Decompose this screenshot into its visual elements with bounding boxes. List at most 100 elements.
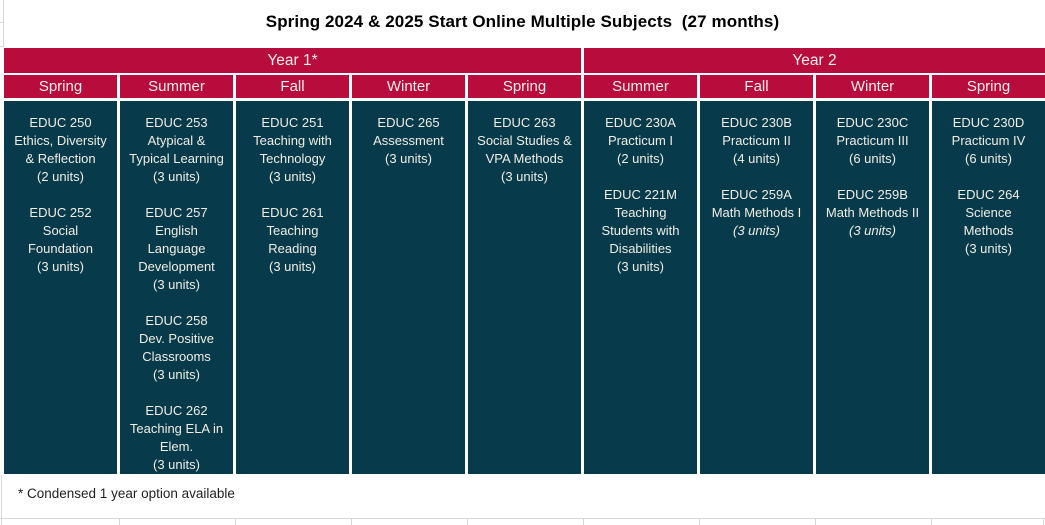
course-title: Social Foundation	[27, 223, 94, 256]
gridline-left-stub-2	[0, 46, 4, 47]
course-code: EDUC 221M	[604, 187, 677, 202]
course-units: (6 units)	[849, 151, 896, 166]
course-units: (3 units)	[965, 241, 1012, 256]
course-title: Dev. Positive Classrooms	[139, 331, 214, 364]
course-code: EDUC 251	[261, 115, 324, 130]
course-educ-259b: EDUC 259B Math Methods II (3 units)	[816, 186, 929, 240]
course-educ-230d: EDUC 230D Practicum IV (6 units)	[932, 114, 1045, 168]
course-code: EDUC 258	[145, 313, 208, 328]
course-title: Practicum I	[607, 133, 673, 148]
course-units: (3 units)	[153, 277, 200, 292]
schedule-table: Year 1* Year 2 Spring Summer Fall Winter Spr…	[4, 48, 1045, 474]
gridline-left-stub-1	[0, 22, 4, 23]
course-title: Assessment	[373, 133, 444, 148]
gridline-bottom-stub-4	[351, 518, 352, 525]
gridline-bottom-stub-6	[583, 518, 584, 525]
course-units: (6 units)	[965, 151, 1012, 166]
gridline-bottom-stub-7	[699, 518, 700, 525]
course-code: EDUC 252	[29, 205, 92, 220]
course-code: EDUC 263	[493, 115, 556, 130]
term-cell-8: EDUC 230C Practicum III (6 units) EDUC 259B…	[816, 101, 929, 474]
term-cell-4: EDUC 265 Assessment (3 units)	[352, 101, 465, 474]
course-title: Science Methods	[963, 205, 1014, 238]
course-title: Social Studies & VPA Methods	[477, 133, 572, 166]
course-units: (3 units)	[385, 151, 432, 166]
course-educ-259a: EDUC 259A Math Methods I (3 units)	[700, 186, 813, 240]
term-cell-6: EDUC 230A Practicum I (2 units) EDUC 221M Te…	[584, 101, 697, 474]
year-header-row: Year 1* Year 2	[4, 48, 1045, 73]
gridline-footnote-left	[1, 475, 2, 518]
season-header-winter-8: Winter	[816, 75, 929, 98]
season-header-summer-2: Summer	[120, 75, 233, 98]
course-educ-252: EDUC 252 Social Foundation (3 units)	[4, 204, 117, 276]
course-title: Practicum II	[722, 133, 791, 148]
content-row: EDUC 250 Ethics, Diversity & Reflection (2…	[4, 101, 1045, 474]
course-title: English Language Development	[138, 223, 215, 274]
course-code: EDUC 230A	[605, 115, 676, 130]
course-educ-263: EDUC 263 Social Studies & VPA Methods (3 u…	[468, 114, 581, 186]
gridline-bottom-stub-9	[931, 518, 932, 525]
season-row: Spring Summer Fall Winter Spring Summer Fall Wi…	[4, 75, 1045, 98]
course-code: EDUC 265	[377, 115, 440, 130]
course-code: EDUC 259A	[721, 187, 792, 202]
year-2-header: Year 2	[584, 48, 1045, 73]
course-units: (3 units)	[269, 169, 316, 184]
course-code: EDUC 262	[145, 403, 208, 418]
course-units: (2 units)	[617, 151, 664, 166]
season-header-fall-3: Fall	[236, 75, 349, 98]
course-units: (3 units)	[733, 223, 780, 238]
gridline-bottom-horizontal	[0, 518, 1045, 519]
course-title: Teaching Reading	[266, 223, 319, 256]
course-units: (3 units)	[37, 259, 84, 274]
term-cell-9: EDUC 230D Practicum IV (6 units) EDUC 264 Sc…	[932, 101, 1045, 474]
gridline-left-vertical	[3, 0, 4, 47]
season-header-fall-7: Fall	[700, 75, 813, 98]
season-header-summer-6: Summer	[584, 75, 697, 98]
season-header-spring-5: Spring	[468, 75, 581, 98]
season-header-spring-1: Spring	[4, 75, 117, 98]
course-educ-265: EDUC 265 Assessment (3 units)	[352, 114, 465, 168]
gridline-bottom-stub-1	[1, 518, 2, 525]
term-cell-7: EDUC 230B Practicum II (4 units) EDUC 259A M…	[700, 101, 813, 474]
course-code: EDUC 259B	[837, 187, 908, 202]
course-units: (3 units)	[849, 223, 896, 238]
gridline-bottom-stub-2	[119, 518, 120, 525]
course-title: Teaching with Technology	[253, 133, 332, 166]
condensed-option-footnote: * Condensed 1 year option available	[18, 486, 235, 501]
course-educ-262: EDUC 262 Teaching ELA in Elem. (3 units)	[120, 402, 233, 474]
course-educ-230a: EDUC 230A Practicum I (2 units)	[584, 114, 697, 168]
gridline-bottom-stub-3	[235, 518, 236, 525]
course-title: Teaching Students with Disabilities	[601, 205, 680, 256]
term-cell-3: EDUC 251 Teaching with Technology (3 units…	[236, 101, 349, 474]
course-code: EDUC 250	[29, 115, 92, 130]
course-educ-257: EDUC 257 English Language Development (3 u…	[120, 204, 233, 294]
course-title: Math Methods II	[825, 205, 920, 220]
course-educ-251: EDUC 251 Teaching with Technology (3 units…	[236, 114, 349, 186]
course-code: EDUC 253	[145, 115, 208, 130]
course-code: EDUC 230B	[721, 115, 792, 130]
course-code: EDUC 261	[261, 205, 324, 220]
season-header-winter-4: Winter	[352, 75, 465, 98]
course-title: Ethics, Diversity & Reflection	[14, 133, 107, 166]
course-code: EDUC 230D	[952, 115, 1025, 130]
term-cell-2: EDUC 253 Atypical & Typical Learning (3 un…	[120, 101, 233, 474]
course-units: (3 units)	[617, 259, 664, 274]
course-code: EDUC 257	[145, 205, 208, 220]
course-code: EDUC 230C	[836, 115, 909, 130]
course-units: (3 units)	[153, 169, 200, 184]
page-title: Spring 2024 & 2025 Start Online Multiple…	[265, 12, 780, 31]
term-cell-1: EDUC 250 Ethics, Diversity & Reflection (2…	[4, 101, 117, 474]
season-header-spring-9: Spring	[932, 75, 1045, 98]
gridline-bottom-stub-10	[1043, 518, 1044, 525]
course-title: Math Methods I	[711, 205, 802, 220]
gridline-bottom-stub-5	[467, 518, 468, 525]
course-educ-253: EDUC 253 Atypical & Typical Learning (3 un…	[120, 114, 233, 186]
course-units: (2 units)	[37, 169, 84, 184]
course-educ-230b: EDUC 230B Practicum II (4 units)	[700, 114, 813, 168]
term-cell-5: EDUC 263 Social Studies & VPA Methods (3 u…	[468, 101, 581, 474]
course-units: (3 units)	[153, 457, 200, 472]
course-units: (3 units)	[153, 367, 200, 382]
course-educ-264: EDUC 264 Science Methods (3 units)	[932, 186, 1045, 258]
course-units: (4 units)	[733, 151, 780, 166]
